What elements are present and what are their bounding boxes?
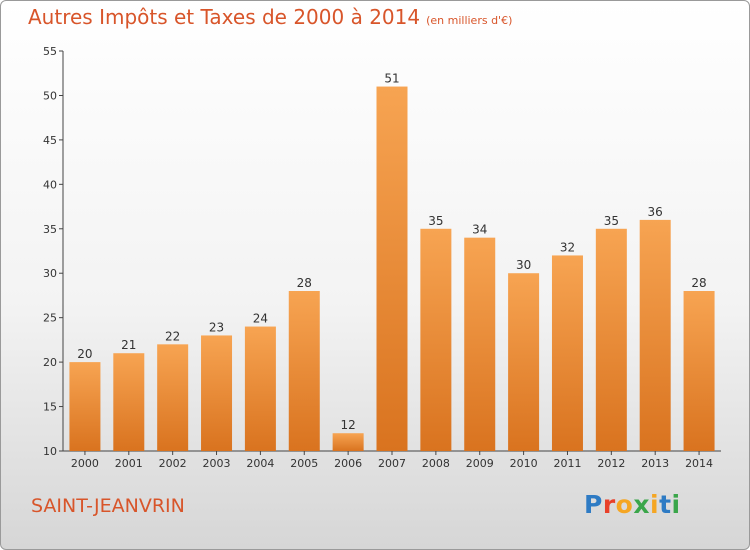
bar: [595, 228, 627, 451]
bar: [639, 219, 671, 451]
bar-value-label: 51: [384, 72, 399, 86]
bar-value-label: 34: [472, 223, 487, 237]
bar-value-label: 28: [691, 276, 706, 290]
logo-letter: P: [584, 490, 603, 519]
logo-letter: i: [650, 490, 660, 519]
title-text: Autres Impôts et Taxes de 2000 à 2014: [28, 5, 421, 29]
x-tick-label: 2001: [115, 457, 143, 470]
bar-value-label: 32: [560, 240, 575, 254]
bar-value-label: 23: [209, 320, 224, 334]
x-tick-label: 2011: [553, 457, 581, 470]
x-tick-label: 2012: [597, 457, 625, 470]
y-tick-label: 45: [43, 134, 57, 147]
y-tick-label: 15: [43, 401, 57, 414]
bar-value-label: 22: [165, 329, 180, 343]
x-tick-label: 2004: [246, 457, 274, 470]
chart-title: Autres Impôts et Taxes de 2000 à 2014 (en…: [28, 5, 512, 29]
x-tick-label: 2005: [290, 457, 318, 470]
y-tick-label: 50: [43, 89, 57, 102]
x-tick-label: 2000: [71, 457, 99, 470]
bar: [201, 335, 233, 451]
x-tick-label: 2003: [203, 457, 231, 470]
x-tick-label: 2014: [685, 457, 713, 470]
x-tick-label: 2010: [510, 457, 538, 470]
bar: [244, 326, 276, 451]
bar-value-label: 28: [297, 276, 312, 290]
bar: [683, 291, 715, 451]
bar-value-label: 35: [428, 214, 443, 228]
x-tick-label: 2007: [378, 457, 406, 470]
bar: [113, 353, 145, 451]
bar-value-label: 21: [121, 338, 136, 352]
y-tick-label: 35: [43, 223, 57, 236]
bar: [332, 433, 364, 451]
y-tick-label: 40: [43, 178, 57, 191]
y-tick-label: 10: [43, 445, 57, 458]
x-tick-label: 2002: [159, 457, 187, 470]
bar: [376, 86, 408, 452]
unit-label: (en milliers d'€): [426, 14, 513, 27]
bar: [69, 362, 101, 451]
y-tick-label: 20: [43, 356, 57, 369]
x-tick-label: 2013: [641, 457, 669, 470]
bar: [464, 237, 496, 451]
bar: [288, 291, 320, 451]
bar-value-label: 20: [77, 347, 92, 361]
bar: [551, 255, 583, 451]
y-tick-label: 30: [43, 267, 57, 280]
bar-value-label: 30: [516, 258, 531, 272]
bar-value-label: 24: [253, 312, 268, 326]
bar: [508, 273, 540, 451]
y-tick-label: 55: [43, 45, 57, 58]
logo-letter: t: [659, 490, 672, 519]
commune-name: SAINT-JEANVRIN: [31, 495, 185, 517]
bar-value-label: 36: [648, 205, 663, 219]
x-tick-label: 2006: [334, 457, 362, 470]
logo-letter: o: [615, 490, 634, 519]
logo-letter: i: [671, 490, 681, 519]
y-tick-label: 25: [43, 312, 57, 325]
logo-letter: x: [633, 490, 650, 519]
bar-value-label: 35: [604, 214, 619, 228]
x-tick-label: 2009: [466, 457, 494, 470]
logo-letter: r: [602, 490, 616, 519]
proxiti-logo: Proxiti: [584, 490, 681, 519]
bar: [420, 228, 452, 451]
bar: [157, 344, 189, 451]
x-tick-label: 2008: [422, 457, 450, 470]
bar-value-label: 12: [340, 418, 355, 432]
